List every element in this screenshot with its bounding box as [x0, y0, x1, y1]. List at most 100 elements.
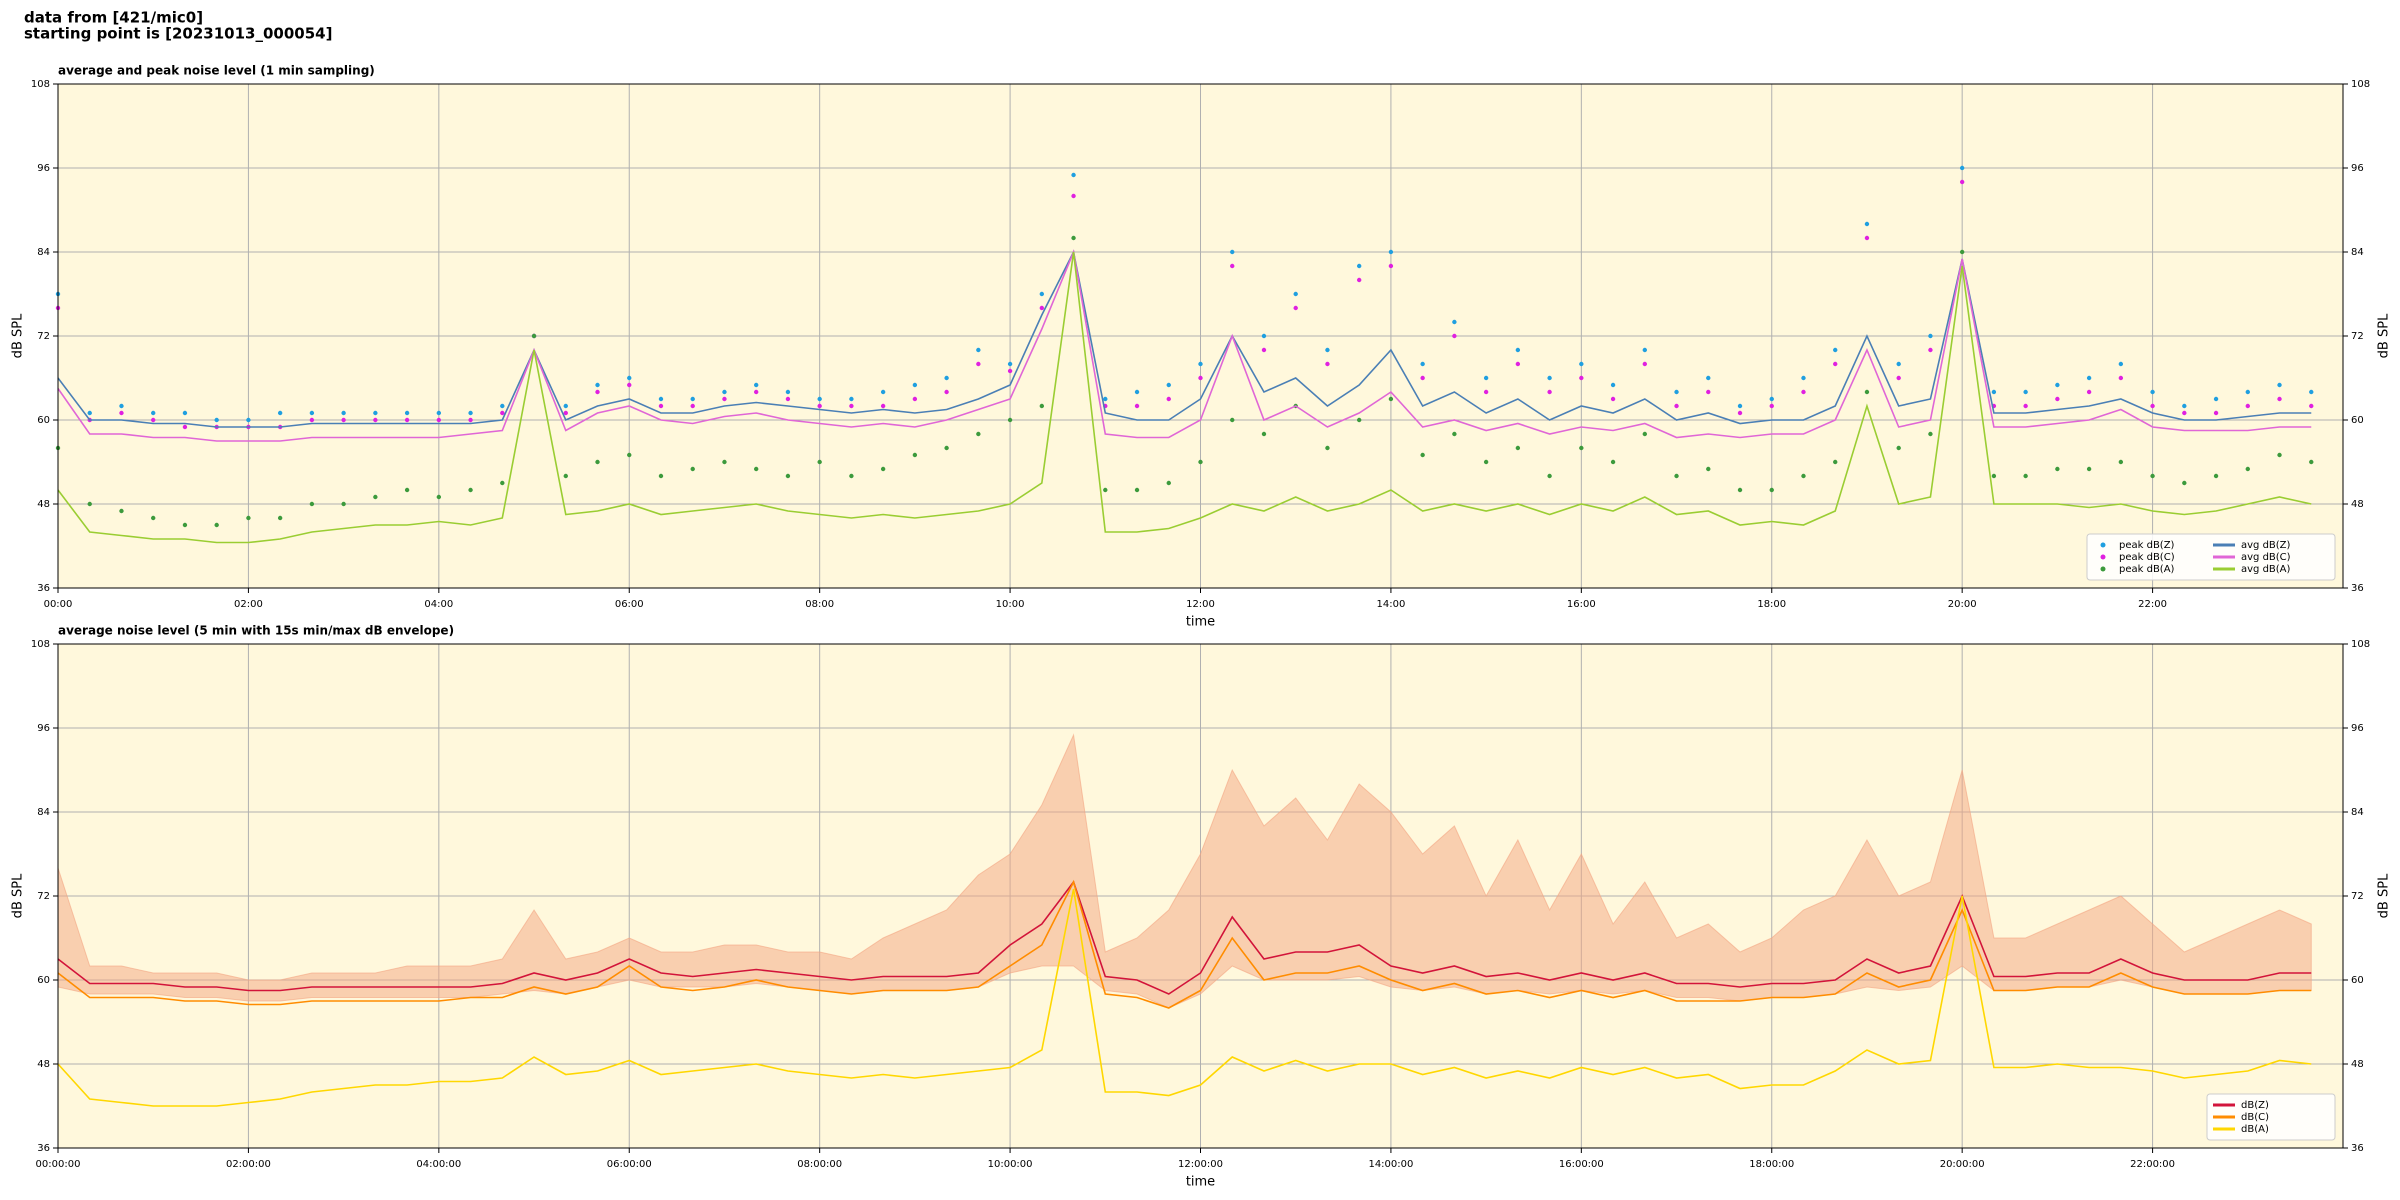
peak-point — [1261, 347, 1267, 353]
peak-point — [1833, 361, 1838, 367]
y2-tick-label: 96 — [2351, 163, 2364, 174]
peak-point — [436, 494, 442, 500]
peak-point — [2055, 382, 2060, 388]
peak-point — [976, 431, 981, 437]
peak-point — [341, 501, 346, 507]
peak-point — [2150, 389, 2155, 395]
peak-point — [309, 417, 315, 423]
y-tick-label: 96 — [37, 163, 50, 174]
plot-panel: 36 36 48 48 60 60 72 72 84 84 96 96 108 108 00:00:00 02… — [11, 624, 2392, 1190]
peak-point — [1007, 361, 1013, 367]
peak-point — [182, 522, 188, 528]
peak-point — [1706, 389, 1711, 395]
peak-point — [1166, 396, 1171, 402]
peak-point — [1071, 172, 1076, 178]
peak-point — [1515, 347, 1521, 353]
peak-point — [1864, 389, 1870, 395]
peak-point — [1452, 319, 1457, 325]
peak-point — [1579, 375, 1584, 381]
y2-tick-label: 60 — [2351, 975, 2364, 986]
peak-point — [468, 417, 473, 423]
peak-point — [1103, 487, 1108, 493]
x-tick-label: 00:00 — [44, 599, 73, 610]
x-tick-label: 02:00 — [234, 599, 263, 610]
y-tick-label: 48 — [37, 499, 50, 510]
x-tick-label: 10:00 — [996, 599, 1025, 610]
plot-frame — [57, 83, 2344, 589]
peak-point — [1706, 466, 1711, 472]
peak-point — [595, 382, 600, 388]
y-tick-label: 84 — [37, 807, 50, 818]
legend-marker — [2100, 554, 2106, 560]
peak-point — [690, 403, 695, 409]
legend-label: avg dB(Z) — [2241, 540, 2291, 551]
peak-point — [500, 480, 505, 486]
x-tick-label: 14:00:00 — [1368, 1159, 1413, 1170]
peak-point — [1610, 382, 1616, 388]
peak-point — [1737, 403, 1743, 409]
x-tick-label: 02:00:00 — [226, 1159, 271, 1170]
peak-point — [1452, 431, 1457, 437]
peak-point — [87, 501, 92, 507]
peak-point — [1737, 410, 1743, 416]
peak-point — [1420, 452, 1425, 458]
peak-point — [1166, 382, 1171, 388]
peak-point — [1674, 473, 1679, 479]
peak-point — [976, 361, 981, 367]
peak-point — [1515, 445, 1521, 451]
x-tick-label: 16:00 — [1567, 599, 1596, 610]
x-tick-label: 20:00 — [1948, 599, 1977, 610]
y-tick-label: 72 — [37, 331, 50, 342]
peak-point — [151, 515, 156, 521]
y-tick-label: 36 — [37, 1143, 50, 1154]
series-line — [57, 879, 2312, 1009]
peak-point — [912, 396, 918, 402]
peak-point — [785, 473, 791, 479]
peak-point — [1769, 487, 1774, 493]
peak-point — [309, 410, 315, 416]
peak-point — [1579, 445, 1584, 451]
peak-point — [563, 410, 568, 416]
peak-point — [753, 382, 759, 388]
peak-point — [2118, 361, 2124, 367]
peak-point — [2086, 389, 2092, 395]
peak-point — [2023, 473, 2028, 479]
peak-point — [246, 417, 251, 423]
peak-point — [1642, 361, 1648, 367]
x-tick-label: 08:00:00 — [797, 1159, 842, 1170]
peak-point — [1959, 249, 1965, 255]
x-tick-label: 16:00:00 — [1559, 1159, 1604, 1170]
peak-point — [1642, 431, 1648, 437]
peak-point — [1959, 165, 1965, 171]
peak-point — [2023, 389, 2028, 395]
peak-point — [1039, 403, 1045, 409]
x-tick-label: 20:00:00 — [1940, 1159, 1985, 1170]
y-axis-label: dB SPL — [11, 873, 26, 918]
peak-point — [944, 445, 949, 451]
peak-point — [1483, 389, 1489, 395]
peak-point — [2118, 375, 2124, 381]
peak-point — [2055, 466, 2060, 472]
peak-point — [2086, 375, 2092, 381]
peak-point — [1356, 263, 1362, 269]
peak-point — [595, 389, 600, 395]
series-line — [57, 249, 2312, 442]
peak-point — [627, 452, 632, 458]
peak-point — [1325, 347, 1330, 353]
series-line — [57, 888, 2312, 1107]
peak-point — [1325, 445, 1330, 451]
peak-point — [1420, 375, 1425, 381]
y2-tick-label: 48 — [2351, 1059, 2364, 1070]
peak-point — [2213, 410, 2219, 416]
peak-point — [2245, 466, 2250, 472]
peak-point — [1103, 396, 1108, 402]
peak-point — [1515, 361, 1521, 367]
peak-point — [1579, 361, 1584, 367]
peak-point — [1230, 263, 1235, 269]
legend-marker — [2100, 566, 2106, 572]
peak-point — [151, 410, 156, 416]
peak-point — [1293, 291, 1298, 297]
peak-point — [753, 466, 759, 472]
peak-point — [1007, 368, 1013, 374]
peak-point — [1166, 480, 1171, 486]
